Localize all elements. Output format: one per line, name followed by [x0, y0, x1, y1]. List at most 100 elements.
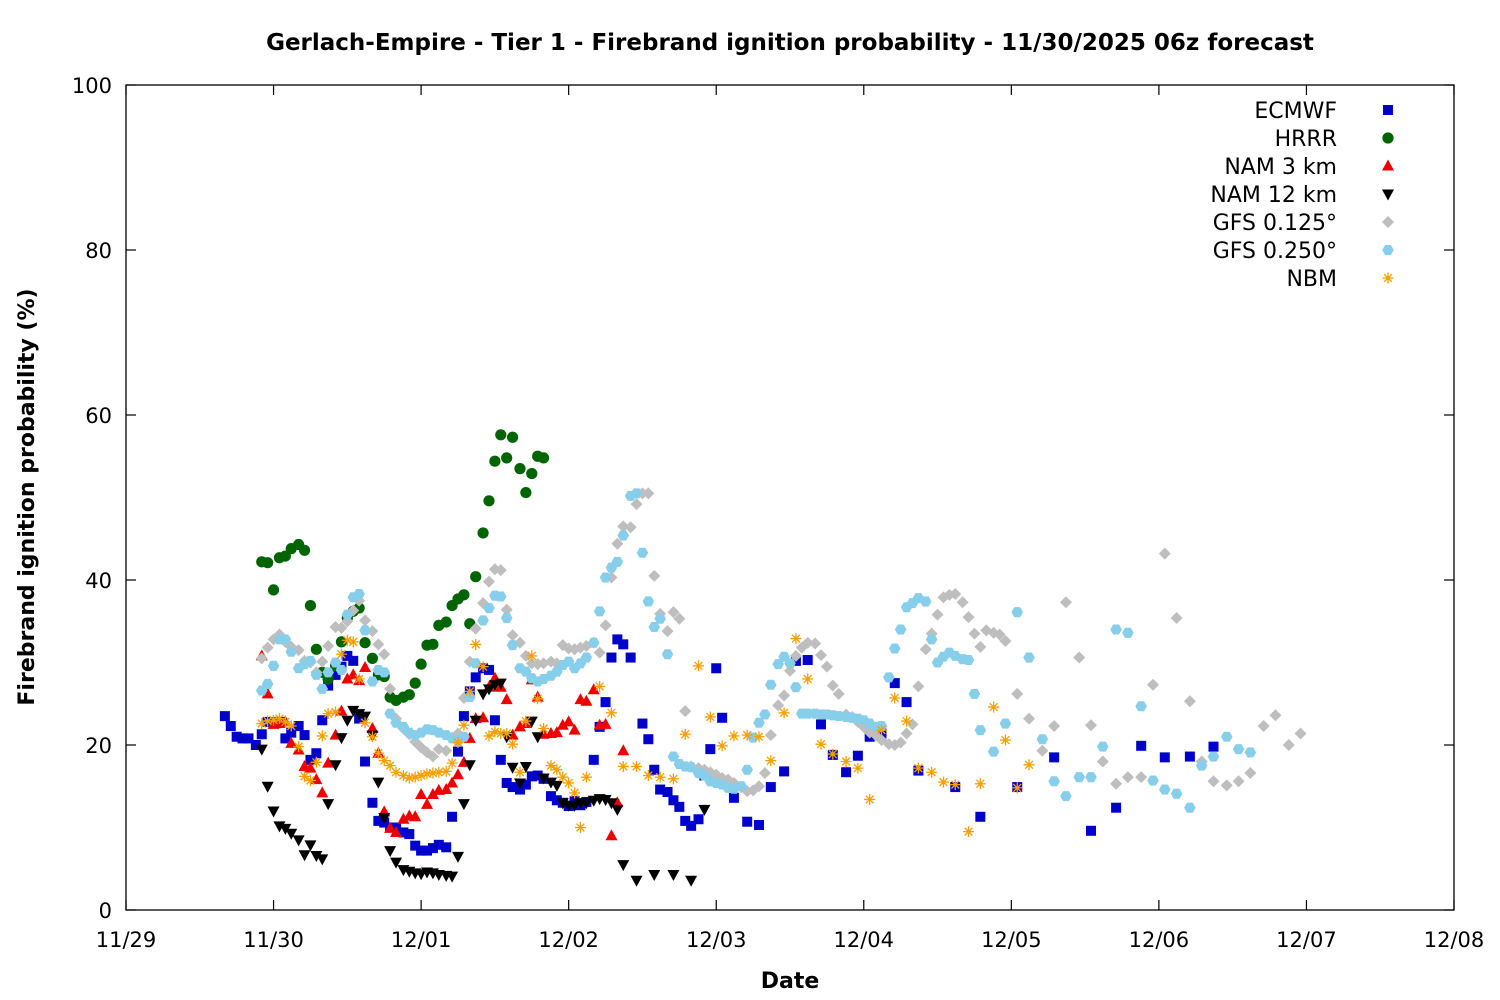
data-point — [580, 771, 592, 783]
data-point — [667, 751, 680, 762]
data-point — [526, 467, 538, 480]
data-point — [440, 765, 452, 777]
data-point — [1059, 596, 1072, 609]
plot-frame — [125, 84, 1455, 911]
data-point — [931, 608, 944, 621]
data-point — [574, 822, 586, 833]
data-point — [285, 828, 298, 840]
legend-marker — [1382, 159, 1394, 171]
data-point — [531, 732, 544, 744]
data-point — [630, 498, 643, 511]
legend-label: GFS 0.125° — [1213, 211, 1337, 236]
data-point — [322, 667, 334, 678]
data-point — [1086, 825, 1097, 836]
data-point — [765, 679, 777, 690]
data-point — [557, 771, 569, 783]
x-tick-label: 12/06 — [1129, 928, 1190, 952]
data-point — [790, 633, 802, 645]
data-point — [231, 731, 242, 742]
data-point — [841, 767, 852, 778]
data-point — [261, 687, 274, 699]
data-point — [347, 636, 359, 648]
data-point — [937, 776, 949, 788]
data-point — [304, 655, 317, 666]
data-point — [477, 711, 490, 723]
data-point — [506, 629, 519, 642]
x-tick-label: 12/03 — [686, 928, 747, 952]
data-point — [415, 658, 427, 670]
x-axis-label: Date — [761, 969, 820, 994]
data-point — [642, 487, 655, 500]
legend-item: NAM 3 km — [1224, 155, 1394, 180]
data-point — [1121, 771, 1134, 784]
data-point — [1220, 779, 1233, 792]
data-point — [397, 812, 410, 824]
data-point — [963, 826, 975, 838]
data-point — [753, 731, 765, 743]
series-nbm — [256, 633, 1035, 838]
data-point — [316, 854, 329, 866]
data-point — [285, 736, 298, 748]
data-point — [1023, 652, 1035, 663]
data-point — [668, 795, 679, 806]
data-point — [225, 721, 236, 732]
data-point — [617, 520, 630, 533]
data-point — [330, 706, 342, 718]
data-point — [310, 756, 322, 768]
y-tick-label: 20 — [85, 734, 112, 758]
data-point — [378, 755, 390, 767]
data-point — [900, 727, 913, 740]
data-point — [489, 455, 501, 467]
data-point — [1023, 712, 1036, 725]
data-point — [494, 678, 507, 690]
data-point — [384, 708, 396, 719]
data-point — [359, 717, 371, 729]
data-point — [630, 488, 643, 499]
data-point — [421, 768, 433, 780]
data-point — [398, 827, 409, 838]
data-point — [415, 770, 427, 782]
data-point — [912, 762, 924, 774]
data-point — [441, 842, 452, 853]
data-point — [679, 705, 692, 718]
data-point — [469, 622, 482, 635]
data-point — [630, 875, 643, 887]
legend-marker — [1382, 216, 1394, 228]
data-point — [820, 660, 833, 673]
data-point — [617, 744, 630, 756]
data-point — [427, 843, 438, 854]
data-point — [341, 672, 354, 684]
data-point — [348, 655, 359, 666]
data-point — [526, 771, 537, 782]
data-point — [453, 746, 463, 757]
data-point — [1183, 695, 1196, 708]
data-point — [648, 870, 661, 882]
data-point — [293, 741, 305, 753]
data-point — [741, 764, 754, 775]
data-point — [648, 622, 661, 633]
data-point — [525, 716, 538, 728]
data-point — [888, 643, 901, 654]
data-point — [815, 738, 827, 750]
data-point — [875, 724, 887, 736]
data-point — [661, 649, 674, 660]
data-point — [299, 770, 311, 782]
data-point — [292, 835, 305, 847]
data-point — [654, 771, 666, 783]
data-point — [563, 777, 575, 789]
data-point — [642, 596, 655, 607]
data-point — [1135, 771, 1148, 784]
data-point — [495, 727, 507, 739]
data-point — [883, 672, 895, 683]
data-point — [322, 708, 334, 720]
data-point — [268, 714, 280, 726]
data-point — [685, 762, 697, 773]
data-point — [1170, 788, 1183, 799]
data-point — [279, 823, 292, 835]
data-point — [489, 715, 500, 726]
data-point — [999, 718, 1012, 729]
data-point — [506, 762, 519, 774]
data-point — [482, 575, 495, 588]
data-point — [440, 783, 453, 795]
data-point — [526, 650, 538, 662]
